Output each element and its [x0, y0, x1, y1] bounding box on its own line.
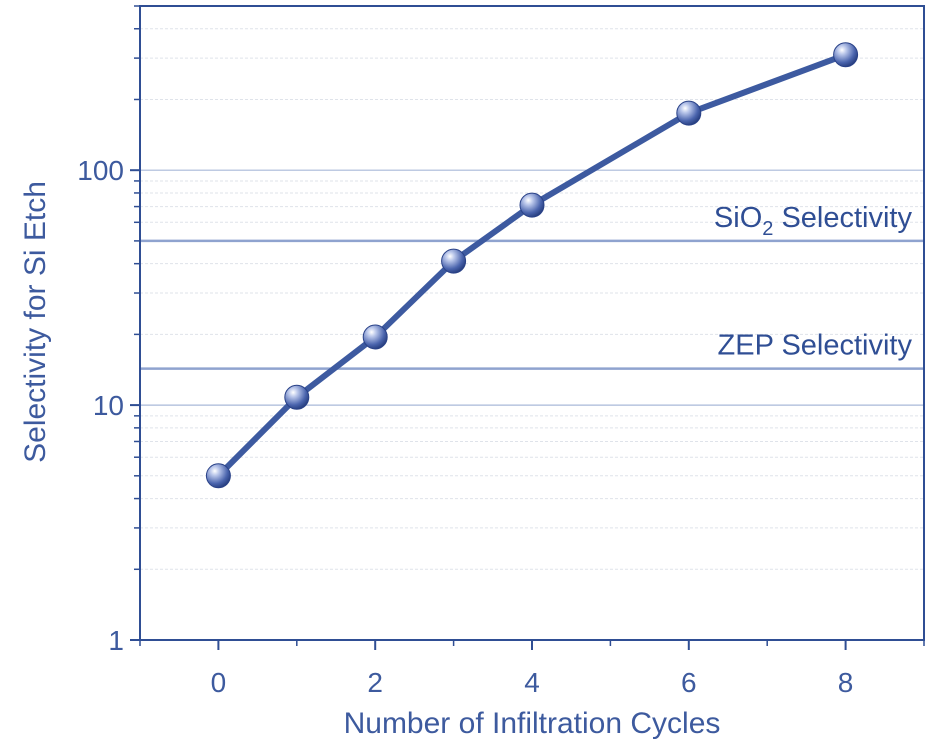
y-tick-label: 100 — [77, 155, 124, 186]
data-point — [205, 463, 231, 489]
data-point — [441, 248, 467, 274]
x-axis-title: Number of Infiltration Cycles — [344, 707, 721, 740]
x-tick-label: 0 — [211, 667, 227, 698]
y-tick-label: 10 — [93, 390, 124, 421]
y-axis-title: Selectivity for Si Etch — [19, 181, 52, 463]
data-point — [284, 384, 310, 410]
reference-lines: SiO2 Selectivity ZEP Selectivity — [140, 202, 924, 370]
data-series — [205, 42, 859, 489]
x-tick-label: 4 — [524, 667, 540, 698]
data-point — [676, 100, 702, 126]
x-tick-label: 2 — [367, 667, 383, 698]
x-tick-label: 8 — [838, 667, 854, 698]
data-point — [362, 324, 388, 350]
data-point — [833, 42, 859, 68]
reference-line-label: SiO2 Selectivity — [714, 202, 913, 240]
x-tick-label: 6 — [681, 667, 697, 698]
y-tick-label: 1 — [108, 625, 124, 656]
data-point — [519, 192, 545, 218]
plot-frame — [139, 5, 925, 641]
reference-line-label: ZEP Selectivity — [718, 330, 913, 362]
series-line — [215, 51, 849, 479]
grid-lines — [140, 5, 924, 570]
axes: 1 10 100 0 2 4 6 8 — [77, 5, 925, 698]
